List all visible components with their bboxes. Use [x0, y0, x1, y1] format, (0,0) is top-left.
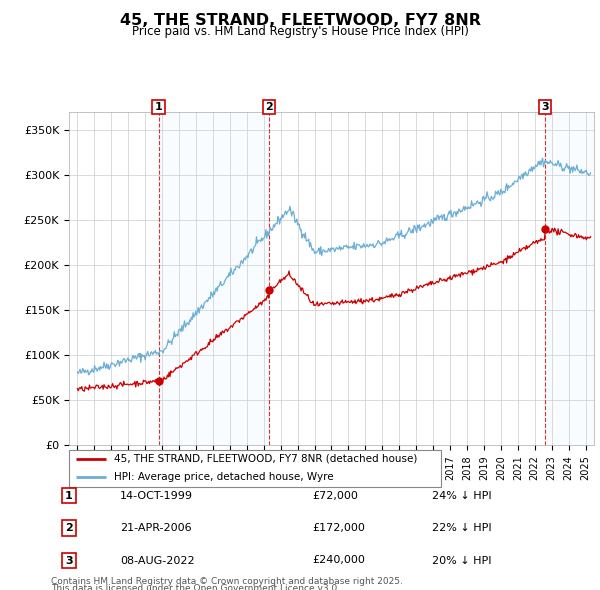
Text: 21-APR-2006: 21-APR-2006: [120, 523, 191, 533]
Text: £72,000: £72,000: [312, 491, 358, 500]
Text: 22% ↓ HPI: 22% ↓ HPI: [432, 523, 491, 533]
Text: 3: 3: [541, 102, 548, 112]
Text: 24% ↓ HPI: 24% ↓ HPI: [432, 491, 491, 500]
Text: 3: 3: [65, 556, 73, 565]
Text: 1: 1: [155, 102, 163, 112]
Text: 14-OCT-1999: 14-OCT-1999: [120, 491, 193, 500]
Text: 1: 1: [65, 491, 73, 500]
Bar: [545, 112, 594, 445]
Text: 45, THE STRAND, FLEETWOOD, FY7 8NR: 45, THE STRAND, FLEETWOOD, FY7 8NR: [119, 13, 481, 28]
Bar: [158, 112, 269, 445]
Text: Price paid vs. HM Land Registry's House Price Index (HPI): Price paid vs. HM Land Registry's House …: [131, 25, 469, 38]
Text: HPI: Average price, detached house, Wyre: HPI: Average price, detached house, Wyre: [113, 473, 333, 483]
Text: 2: 2: [265, 102, 273, 112]
Text: £240,000: £240,000: [312, 556, 365, 565]
Text: 20% ↓ HPI: 20% ↓ HPI: [432, 556, 491, 565]
FancyBboxPatch shape: [69, 450, 441, 487]
Text: 08-AUG-2022: 08-AUG-2022: [120, 556, 194, 565]
Text: 2: 2: [65, 523, 73, 533]
Text: This data is licensed under the Open Government Licence v3.0.: This data is licensed under the Open Gov…: [51, 584, 340, 590]
Text: Contains HM Land Registry data © Crown copyright and database right 2025.: Contains HM Land Registry data © Crown c…: [51, 577, 403, 586]
Text: £172,000: £172,000: [312, 523, 365, 533]
Text: 45, THE STRAND, FLEETWOOD, FY7 8NR (detached house): 45, THE STRAND, FLEETWOOD, FY7 8NR (deta…: [113, 454, 417, 464]
